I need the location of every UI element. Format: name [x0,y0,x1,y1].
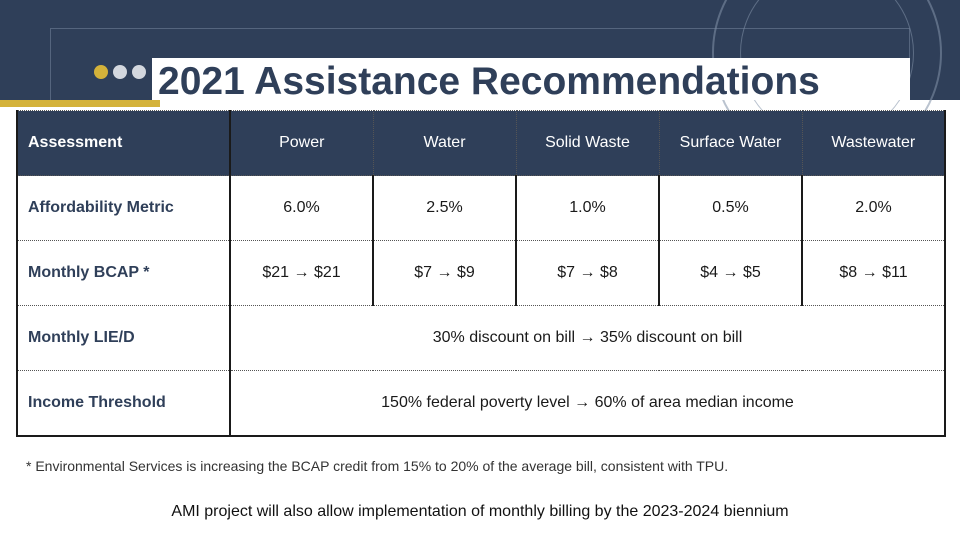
dot-gray [132,65,146,79]
ami-note: AMI project will also allow implementati… [171,503,789,520]
row-label: Monthly LIE/D [16,305,231,371]
row-label: Affordability Metric [16,175,231,241]
table-cell: $7 → $9 [372,240,517,306]
table-row-liead: Monthly LIE/D 30% discount on bill → 35%… [16,305,946,371]
table-cell: 2.0% [801,175,946,241]
table-row-bcap: Monthly BCAP * $21 → $21 $7 → $9 $7 → $8… [16,240,946,306]
column-header: Assessment [16,110,231,176]
column-header: Surface Water [658,110,803,176]
dot-gray [113,65,127,79]
merged-cell: 150% federal poverty level → 60% of area… [229,370,946,437]
dot-gold [94,65,108,79]
row-label: Monthly BCAP * [16,240,231,306]
header-row: Assessment Power Water Solid Waste Surfa… [16,110,946,176]
table-cell: 2.5% [372,175,517,241]
table-cell: 1.0% [515,175,660,241]
column-header: Solid Waste [515,110,660,176]
table-cell: $21 → $21 [229,240,374,306]
table-cell: $8 → $11 [801,240,946,306]
assistance-table: Assessment Power Water Solid Waste Surfa… [16,110,946,437]
title-background [152,58,910,100]
slide-title: 2021 Assistance Recommendations [158,60,820,103]
table-cell: $7 → $8 [515,240,660,306]
column-header: Wastewater [801,110,946,176]
footnote: * Environmental Services is increasing t… [26,458,729,474]
row-label: Income Threshold [16,370,231,437]
decorative-dots [94,65,146,79]
accent-line [0,100,160,107]
column-header: Power [229,110,374,176]
column-header: Water [372,110,517,176]
table-cell: $4 → $5 [658,240,803,306]
table-cell: 0.5% [658,175,803,241]
merged-cell: 30% discount on bill → 35% discount on b… [229,305,946,371]
table-row-income: Income Threshold 150% federal poverty le… [16,370,946,437]
table-row-affordability: Affordability Metric 6.0% 2.5% 1.0% 0.5%… [16,175,946,241]
table-cell: 6.0% [229,175,374,241]
